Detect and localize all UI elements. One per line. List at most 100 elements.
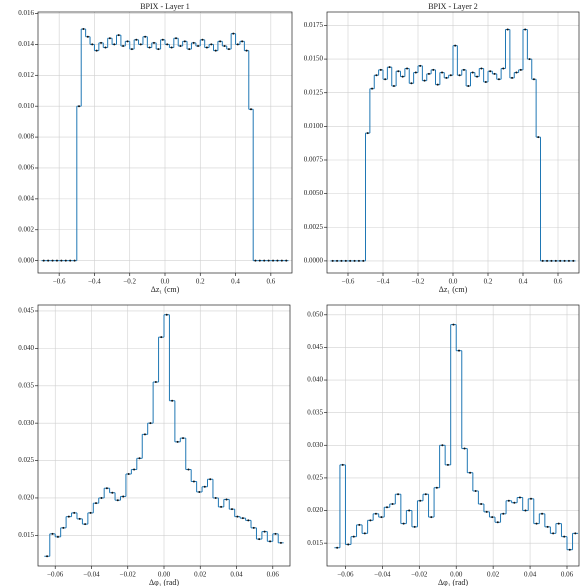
bin-point: [513, 501, 516, 504]
bin-point: [241, 40, 244, 43]
bin-point: [67, 515, 70, 518]
bin-point: [236, 43, 239, 46]
bin-point: [84, 523, 87, 526]
bin-point: [133, 468, 136, 471]
x-tick-label: −0.04: [83, 571, 100, 579]
bin-point: [192, 480, 195, 483]
y-tick-label: 0.0125: [304, 88, 324, 96]
bin-point: [122, 495, 125, 498]
x-tick-label: 0.0: [161, 278, 170, 286]
x-tick-label: −0.2: [412, 278, 425, 286]
bin-point: [424, 493, 427, 496]
bin-point: [263, 259, 266, 262]
bin-point: [170, 46, 173, 49]
bin-point: [78, 105, 81, 108]
bin-point: [430, 516, 433, 519]
bin-point: [552, 532, 555, 535]
bin-point: [171, 399, 174, 402]
bin-point: [563, 535, 566, 538]
bin-point: [225, 498, 228, 501]
bin-point: [375, 74, 378, 77]
bin-point: [371, 87, 374, 90]
x-tick-label: 0.2: [484, 278, 493, 286]
bin-point: [105, 487, 108, 490]
bin-point: [82, 27, 85, 30]
bin-point: [462, 68, 465, 71]
bin-point: [369, 519, 372, 522]
bin-point: [546, 525, 549, 528]
x-axis-label: Δφ₁ (rad): [149, 578, 179, 586]
bin-point: [397, 70, 400, 73]
bin-point: [574, 532, 577, 535]
x-tick-label: 0.00: [158, 571, 171, 579]
bin-point: [148, 46, 151, 49]
bin-point: [518, 496, 521, 499]
bin-point: [550, 259, 553, 262]
bin-point: [100, 496, 103, 499]
bin-point: [272, 259, 275, 262]
bin-point: [149, 422, 152, 425]
bin-point: [205, 46, 208, 49]
bin-point: [336, 546, 339, 549]
bin-point: [154, 381, 157, 384]
x-axis-label: Δz₁ (cm): [151, 285, 180, 294]
x-tick-label: 0.4: [519, 278, 528, 286]
y-tick-label: 0.002: [18, 225, 34, 233]
bin-point: [89, 511, 92, 514]
bin-point: [541, 512, 544, 515]
bin-point: [279, 541, 282, 544]
bin-point: [203, 485, 206, 488]
bin-point: [130, 48, 133, 51]
bin-point: [166, 43, 169, 46]
bin-point: [402, 522, 405, 525]
y-tick-label: 0.006: [18, 164, 34, 172]
bin-point: [535, 522, 538, 525]
bin-point: [436, 83, 439, 86]
y-tick-label: 0.035: [18, 381, 34, 389]
bin-point: [441, 444, 444, 447]
bin-point: [73, 511, 76, 514]
bin-point: [62, 526, 65, 529]
x-tick-label: −0.4: [88, 278, 101, 286]
bin-point: [198, 490, 201, 493]
bin-point: [274, 532, 277, 535]
bin-point: [528, 58, 531, 61]
x-tick-label: −0.02: [120, 571, 137, 579]
bin-point: [489, 70, 492, 73]
y-tick-label: 0.025: [18, 456, 34, 464]
bin-point: [108, 37, 111, 40]
bin-point: [458, 74, 461, 77]
bin-point: [258, 259, 261, 262]
bin-point: [95, 502, 98, 505]
bin-point: [366, 132, 369, 135]
x-axis-label: Δz₁ (cm): [439, 285, 468, 294]
bin-point: [60, 259, 63, 262]
bin-point: [419, 64, 422, 67]
bin-point: [69, 259, 72, 262]
bin-point: [386, 506, 388, 509]
bin-point: [559, 259, 562, 262]
bin-point: [374, 512, 377, 515]
bin-point: [467, 84, 470, 87]
y-tick-label: 0.0075: [304, 156, 324, 164]
x-tick-label: 0.6: [554, 278, 563, 286]
bin-point: [567, 259, 570, 262]
x-tick-label: 0.02: [487, 571, 500, 579]
bin-point: [254, 259, 257, 262]
bin-point: [352, 535, 355, 538]
bin-point: [336, 259, 339, 262]
bin-point: [280, 259, 283, 262]
bin-point: [51, 259, 54, 262]
bin-point: [263, 530, 266, 533]
bin-point: [414, 71, 417, 74]
bin-point: [100, 41, 103, 44]
bin-point: [524, 509, 527, 512]
bin-point: [78, 517, 81, 520]
x-tick-label: −0.02: [411, 571, 428, 579]
y-tick-label: 0.050: [307, 310, 323, 318]
bin-point: [46, 555, 49, 558]
bin-point: [197, 44, 200, 47]
bin-point: [42, 259, 45, 262]
bin-point: [474, 489, 477, 492]
